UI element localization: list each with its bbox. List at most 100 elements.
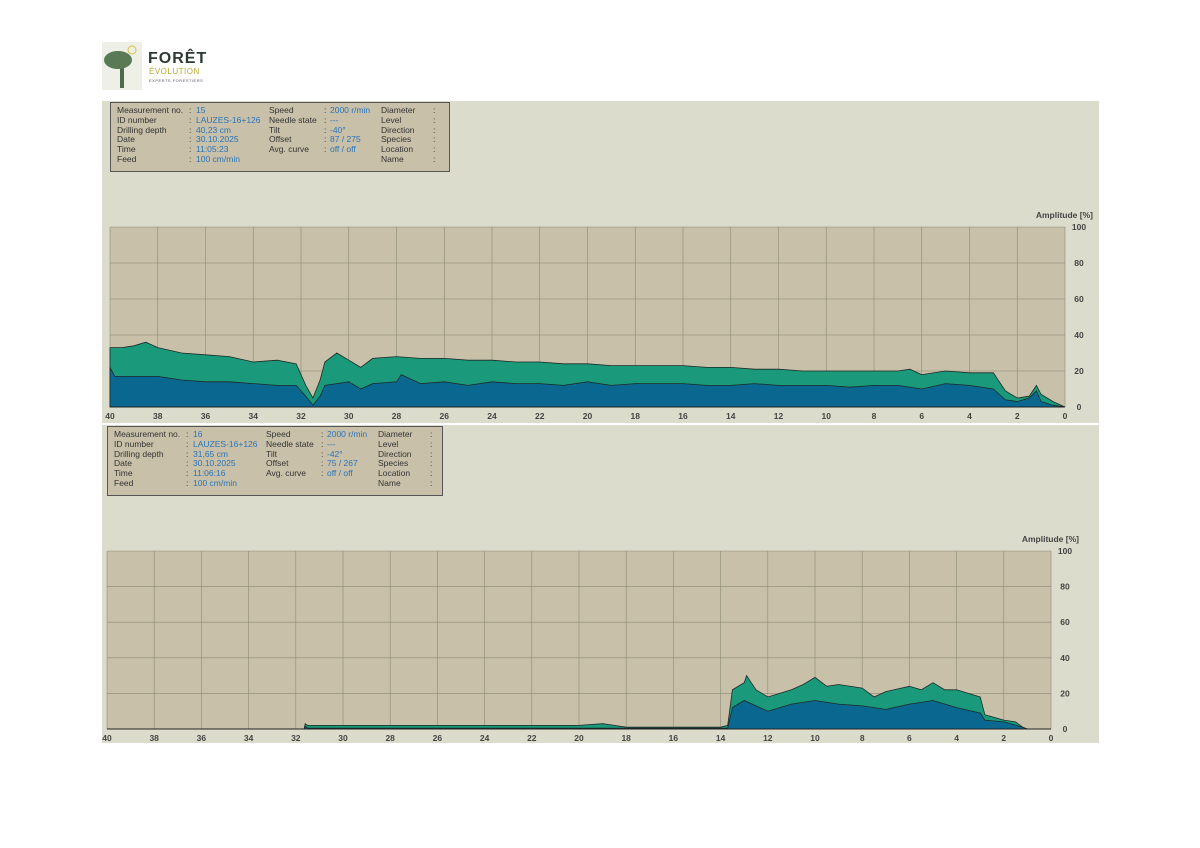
label-tilt: Tilt	[269, 124, 281, 135]
separator: :	[433, 134, 436, 145]
separator: :	[186, 478, 189, 488]
x-tick-label: 32	[296, 411, 306, 421]
separator: :	[430, 478, 433, 488]
series-2-area	[303, 700, 1051, 730]
series-2-area	[109, 367, 1066, 408]
x-tick-label: 40	[102, 733, 112, 743]
x-tick-label: 16	[669, 733, 679, 743]
separator: :	[430, 438, 433, 449]
x-tick-label: 0	[1063, 411, 1068, 421]
x-tick-label: 12	[763, 733, 773, 743]
x-tick-label: 8	[872, 411, 877, 421]
label-measurement: Measurement no.	[114, 429, 181, 439]
measurement-info-box: Measurement no.:15 ID number: LAUZES-16+12…	[110, 102, 450, 172]
label-offset: Offset	[266, 458, 289, 469]
value-depth: 40,23 cm	[196, 124, 231, 135]
label-offset: Offset	[269, 134, 292, 145]
value-measurement: 15	[196, 105, 206, 115]
x-tick-label: 26	[433, 733, 443, 743]
label-id: ID number	[117, 114, 157, 125]
amplitude-chart: 40 38 36 34 32 30 28 26 24 22 20 18 16 14 12 10 8 6 4 2 0020…	[102, 534, 1079, 743]
label-depth: Drilling depth	[114, 448, 164, 459]
x-tick-label: 0	[1049, 733, 1054, 743]
y-tick-label: 80	[1074, 258, 1084, 268]
measurement-panel-1: Measurement no.:15 ID number: LAUZES-16+12…	[102, 101, 1099, 423]
label-feed: Feed	[117, 154, 137, 164]
label-tilt: Tilt	[266, 448, 278, 459]
value-id: LAUZES-16+126	[196, 114, 261, 125]
logo-subtitle: ÉVOLUTION	[149, 67, 200, 76]
logo-tagline: EXPERTS FORESTIERS	[149, 78, 204, 83]
x-tick-label: 24	[480, 733, 490, 743]
label-date: Date	[114, 458, 132, 469]
amplitude-chart: 40 38 36 34 32 30 28 26 24 22 20 18 16 14 12 10 8 6 4 2 0020…	[105, 210, 1093, 421]
logo: FORÊT ÉVOLUTION EXPERTS FORESTIERS	[102, 42, 222, 92]
y-tick-label: 20	[1060, 688, 1070, 698]
separator: :	[433, 124, 436, 135]
x-tick-label: 2	[1001, 733, 1006, 743]
label-direction: Direction	[381, 124, 415, 135]
separator: :	[433, 105, 436, 115]
value-speed: 2000 r/min	[330, 105, 371, 115]
separator: :	[430, 468, 433, 479]
separator: :	[321, 458, 324, 469]
label-speed: Speed	[269, 105, 294, 115]
x-tick-label: 6	[919, 411, 924, 421]
x-tick-label: 10	[822, 411, 832, 421]
separator: :	[186, 468, 189, 479]
label-location: Location	[381, 144, 414, 155]
label-time: Time	[114, 468, 133, 479]
separator: :	[189, 144, 192, 155]
x-tick-label: 22	[527, 733, 537, 743]
label-avg: Avg. curve	[266, 468, 307, 479]
label-direction: Direction	[378, 448, 412, 459]
x-tick-label: 32	[291, 733, 301, 743]
label-diameter: Diameter	[381, 105, 416, 115]
value-time: 11:05:23	[196, 144, 229, 155]
x-tick-label: 20	[583, 411, 593, 421]
y-tick-label: 20	[1074, 366, 1084, 376]
measurement-info-box: Measurement no.:16 ID number: LAUZES-16+12…	[107, 426, 443, 496]
label-level: Level	[378, 438, 399, 449]
label-needle: Needle state	[266, 438, 314, 449]
value-avg: off / off	[330, 144, 356, 155]
separator: :	[186, 458, 189, 469]
tree-icon	[102, 42, 142, 90]
value-offset: 75 / 267	[327, 458, 358, 469]
y-tick-label: 40	[1074, 330, 1084, 340]
logo-title: FORÊT	[148, 50, 208, 67]
x-tick-label: 18	[621, 733, 631, 743]
value-avg: off / off	[327, 468, 353, 479]
y-axis-label: Amplitude [%]	[1022, 534, 1079, 544]
value-date: 30.10.2025	[196, 134, 239, 145]
label-name: Name	[381, 154, 404, 164]
x-tick-label: 4	[967, 411, 972, 421]
separator: :	[321, 468, 324, 479]
label-feed: Feed	[114, 478, 134, 488]
x-tick-label: 36	[197, 733, 207, 743]
x-tick-label: 6	[907, 733, 912, 743]
separator: :	[324, 124, 327, 135]
separator: :	[433, 144, 436, 155]
x-tick-label: 24	[487, 411, 497, 421]
x-tick-label: 40	[105, 411, 115, 421]
separator: :	[321, 429, 324, 439]
label-diameter: Diameter	[378, 429, 413, 439]
separator: :	[189, 114, 192, 125]
y-tick-label: 60	[1074, 294, 1084, 304]
separator: :	[324, 114, 327, 125]
measurement-panel-2: Measurement no.:16 ID number: LAUZES-16+12…	[102, 425, 1099, 743]
label-species: Species	[381, 134, 412, 145]
separator: :	[433, 154, 436, 164]
value-offset: 87 / 275	[330, 134, 361, 145]
separator: :	[321, 448, 324, 459]
value-date: 30.10.2025	[193, 458, 236, 469]
y-tick-label: 0	[1063, 724, 1068, 734]
label-measurement: Measurement no.	[117, 105, 184, 115]
value-needle: ---	[327, 438, 336, 449]
separator: :	[186, 448, 189, 459]
label-id: ID number	[114, 438, 154, 449]
x-tick-label: 18	[631, 411, 641, 421]
x-tick-label: 10	[810, 733, 820, 743]
x-tick-label: 8	[860, 733, 865, 743]
